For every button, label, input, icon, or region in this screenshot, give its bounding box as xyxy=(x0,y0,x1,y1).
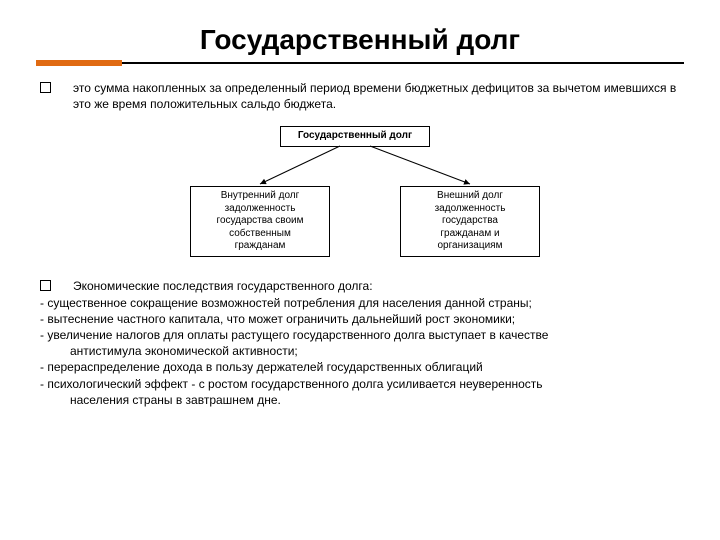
diagram-left-line: задолженность xyxy=(197,203,323,216)
diagram-left-line: собственным xyxy=(197,228,323,241)
consequences-item: населения страны в завтрашнем дне. xyxy=(40,392,684,408)
diagram-right-line: государства xyxy=(407,215,533,228)
diagram-left-line: государства своим xyxy=(197,215,323,228)
diagram-right-line: гражданам и xyxy=(407,228,533,241)
square-bullet-icon xyxy=(40,280,51,291)
diagram-left-node: Внутренний долг задолженность государств… xyxy=(190,186,330,257)
diagram-right-line: организациям xyxy=(407,240,533,253)
consequences-body: - существенное сокращение возможностей п… xyxy=(40,295,684,408)
consequences-item: - перераспределение дохода в пользу держ… xyxy=(40,359,684,375)
diagram-right-line: задолженность xyxy=(407,203,533,216)
consequences-lead-row: Экономические последствия государственно… xyxy=(40,278,684,294)
diagram-root-label: Государственный долг xyxy=(298,130,412,141)
consequences-block: Экономические последствия государственно… xyxy=(40,278,684,408)
diagram-left-line: гражданам xyxy=(197,240,323,253)
definition-row: это сумма накопленных за определенный пе… xyxy=(40,80,684,112)
consequences-item: - психологический эффект - с ростом госу… xyxy=(40,376,684,392)
diagram-right-node: Внешний долг задолженность государства г… xyxy=(400,186,540,257)
diagram: Государственный долг Внутренний долг зад… xyxy=(130,126,590,268)
page-title: Государственный долг xyxy=(36,24,684,56)
square-bullet-icon xyxy=(40,82,51,93)
diagram-right-title: Внешний долг xyxy=(407,190,533,203)
consequences-item: - увеличение налогов для оплаты растущег… xyxy=(40,327,684,343)
diagram-root-node: Государственный долг xyxy=(280,126,430,147)
diagram-left-title: Внутренний долг xyxy=(197,190,323,203)
consequences-item: антистимула экономической активности; xyxy=(40,343,684,359)
slide: Государственный долг это сумма накопленн… xyxy=(0,0,720,540)
definition-text: это сумма накопленных за определенный пе… xyxy=(73,80,684,112)
rule-thin xyxy=(36,62,684,64)
consequences-item: - вытеснение частного капитала, что може… xyxy=(40,311,684,327)
title-rule xyxy=(36,60,684,70)
consequences-lead: Экономические последствия государственно… xyxy=(73,278,373,294)
consequences-item: - существенное сокращение возможностей п… xyxy=(40,295,684,311)
rule-accent xyxy=(36,60,122,66)
